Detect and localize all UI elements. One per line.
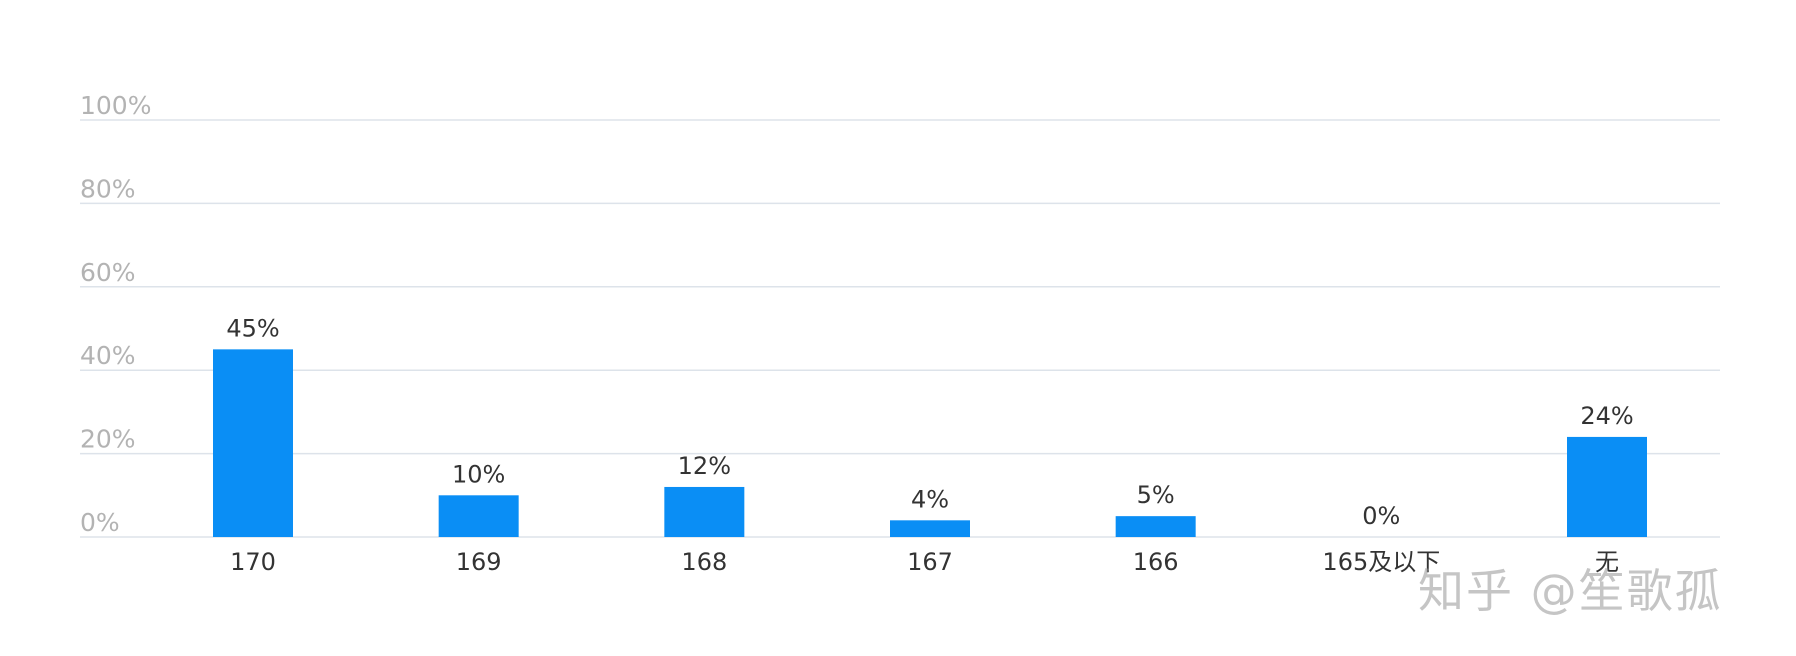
x-tick-label-4: 166 (1133, 548, 1179, 576)
data-label-6: 24% (1580, 402, 1633, 430)
x-tick-label-3: 167 (907, 548, 953, 576)
chart-grid (80, 119, 1720, 538)
x-tick-label-1: 169 (456, 548, 502, 576)
bar-6 (1567, 436, 1647, 537)
watermark: 知乎 @笙歌孤 (1418, 564, 1723, 618)
bar-2 (664, 486, 745, 537)
data-label-0: 45% (226, 314, 279, 342)
data-label-5: 0% (1362, 502, 1400, 530)
x-axis: 170 169 168 167 166 165及以下 无 (230, 548, 1619, 576)
y-tick-label-1: 20% (80, 425, 136, 454)
y-tick-label-2: 40% (80, 341, 136, 370)
bar-0 (213, 349, 293, 537)
x-tick-label-0: 170 (230, 548, 276, 576)
y-tick-label-0: 0% (80, 508, 120, 537)
bars (213, 349, 1647, 537)
x-tick-label-2: 168 (681, 548, 727, 576)
data-label-4: 5% (1137, 481, 1175, 509)
y-tick-label-5: 100% (80, 91, 151, 120)
y-axis: 0% 20% 40% 60% 80% 100% (80, 91, 151, 537)
bar-4 (1115, 516, 1196, 537)
data-labels: 45% 10% 12% 4% 5% 0% 24% (226, 314, 1633, 530)
y-tick-label-3: 60% (80, 258, 136, 287)
data-label-3: 4% (911, 485, 949, 513)
data-label-2: 12% (678, 452, 731, 480)
bar-3 (890, 520, 970, 537)
y-tick-label-4: 80% (80, 174, 136, 203)
x-tick-label-5: 165及以下 (1322, 548, 1440, 576)
bar-1 (438, 495, 519, 537)
x-tick-label-6: 无 (1595, 548, 1619, 576)
data-label-1: 10% (452, 460, 505, 488)
